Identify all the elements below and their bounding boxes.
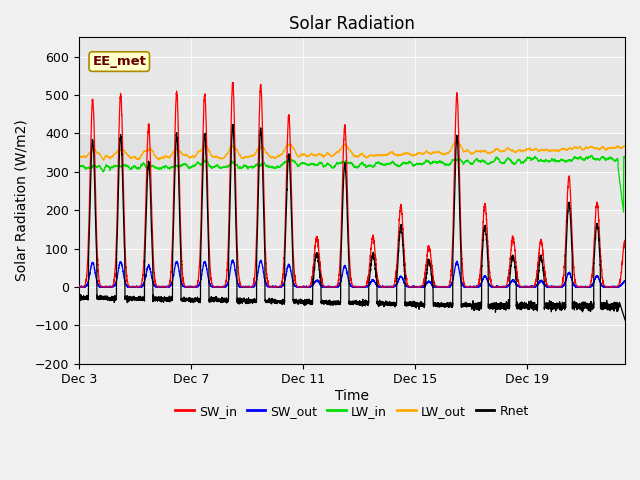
LW_out (298, 152, 306, 157)
Rnet (298, 299, 306, 304)
LW_in (444, 162, 452, 168)
SW_in (75, 284, 83, 290)
Rnet (103, 295, 111, 300)
Line: Rnet: Rnet (79, 124, 639, 364)
Title: Solar Radiation: Solar Radiation (289, 15, 415, 33)
SW_in (294, 284, 301, 289)
Line: SW_in: SW_in (79, 83, 639, 287)
Line: SW_out: SW_out (79, 260, 639, 287)
SW_out (75, 284, 83, 290)
SW_in (635, 284, 640, 290)
Text: EE_met: EE_met (92, 55, 146, 68)
X-axis label: Time: Time (335, 389, 369, 403)
Rnet (294, 300, 301, 305)
Bar (79, 133, 625, 172)
SW_in (103, 284, 111, 290)
LW_in (298, 159, 305, 165)
SW_out (298, 284, 306, 289)
LW_in (75, 162, 83, 168)
LW_out (294, 154, 301, 159)
LW_out (444, 150, 452, 156)
SW_out (229, 257, 237, 263)
LW_in (221, 164, 229, 170)
LW_out (635, 140, 640, 146)
Rnet (221, 296, 229, 301)
LW_in (103, 163, 111, 169)
SW_out (116, 261, 124, 266)
Line: LW_out: LW_out (79, 143, 639, 160)
SW_in (229, 80, 237, 85)
Rnet (75, 294, 83, 300)
Y-axis label: Solar Radiation (W/m2): Solar Radiation (W/m2) (15, 120, 29, 281)
LW_in (620, 209, 627, 215)
Legend: SW_in, SW_out, LW_in, LW_out, Rnet: SW_in, SW_out, LW_in, LW_out, Rnet (170, 400, 534, 423)
Rnet (635, 361, 640, 367)
LW_out (103, 154, 111, 160)
SW_out (294, 284, 301, 289)
LW_out (116, 148, 124, 154)
LW_in (294, 162, 301, 168)
SW_in (298, 284, 306, 290)
SW_in (116, 103, 124, 109)
SW_out (103, 284, 111, 290)
LW_in (635, 149, 640, 155)
LW_out (222, 153, 230, 159)
SW_in (445, 283, 452, 289)
LW_in (116, 164, 124, 169)
SW_out (221, 284, 229, 290)
SW_in (221, 280, 229, 286)
LW_in (635, 149, 640, 155)
LW_out (100, 157, 108, 163)
Rnet (229, 121, 237, 127)
Rnet (116, 143, 124, 148)
Line: LW_in: LW_in (79, 152, 639, 212)
LW_out (635, 140, 640, 145)
SW_out (635, 284, 640, 289)
SW_out (444, 284, 452, 289)
SW_in (411, 284, 419, 290)
LW_out (75, 154, 83, 160)
Rnet (444, 304, 452, 310)
